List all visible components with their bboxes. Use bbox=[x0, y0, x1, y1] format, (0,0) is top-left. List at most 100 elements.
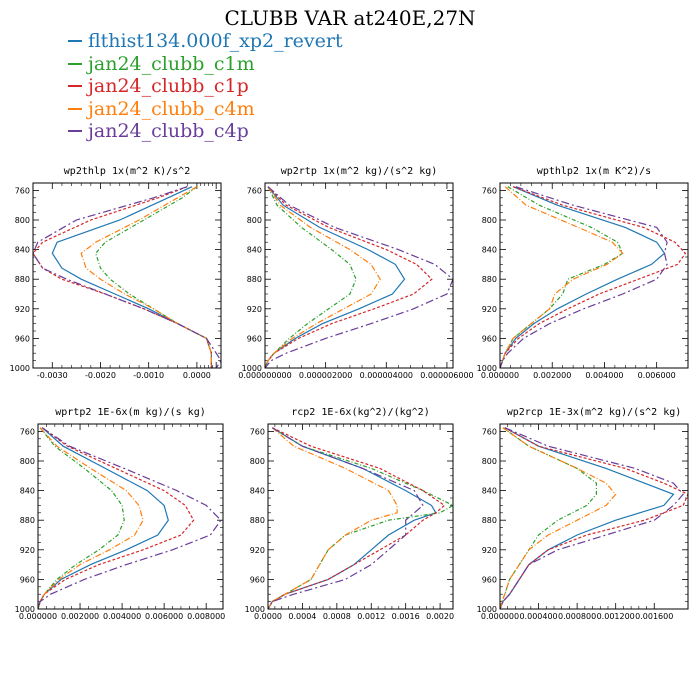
y-tick-label: 920 bbox=[20, 546, 35, 555]
legend-label: jan24_clubb_c1p bbox=[88, 75, 249, 98]
y-tick-label: 1000 bbox=[245, 605, 265, 614]
x-tick-label: 0.006000 bbox=[145, 612, 183, 621]
y-tick-label: 920 bbox=[247, 305, 262, 314]
y-tick-label: 880 bbox=[247, 275, 262, 284]
panel-title: wpthlp2 1x(m K^2)/s bbox=[537, 166, 651, 177]
x-tick-label: 0.0004 bbox=[288, 612, 316, 621]
y-tick-label: 760 bbox=[482, 186, 497, 195]
series-line bbox=[38, 427, 222, 609]
legend-swatch bbox=[68, 40, 82, 43]
series-line bbox=[268, 427, 453, 609]
x-tick-label: 0.001200 bbox=[597, 612, 635, 621]
legend-label: jan24_clubb_c4m bbox=[88, 97, 255, 120]
series-line bbox=[38, 427, 169, 609]
y-tick-label: 960 bbox=[482, 334, 497, 343]
x-tick-label: -0.0030 bbox=[37, 371, 68, 380]
plot-frame bbox=[499, 423, 689, 610]
x-tick-label: 0.000800 bbox=[558, 612, 596, 621]
x-tick-label: 0.0000 bbox=[183, 371, 211, 380]
panel-title: wp2thlp 1x(m^2 K)/s^2 bbox=[64, 166, 190, 177]
y-tick-label: 760 bbox=[247, 186, 262, 195]
legend-swatch bbox=[68, 85, 82, 88]
series-line bbox=[268, 427, 424, 609]
y-tick-label: 960 bbox=[20, 575, 35, 584]
x-tick-label: 0.000000 bbox=[481, 371, 519, 380]
series-line bbox=[500, 427, 617, 609]
series-line bbox=[500, 186, 624, 368]
y-tick-label: 960 bbox=[482, 575, 497, 584]
legend-label: flthist134.000f_xp2_revert bbox=[88, 30, 343, 53]
legend-entry: jan24_clubb_c1p bbox=[68, 75, 343, 98]
panel-title: wprtp2 1E-6x(m kg)/(s kg) bbox=[55, 407, 206, 418]
series-line bbox=[268, 427, 398, 609]
y-tick-label: 800 bbox=[250, 457, 265, 466]
y-tick-label: 840 bbox=[482, 246, 497, 255]
plot-frame bbox=[267, 423, 454, 610]
y-tick-label: 800 bbox=[482, 457, 497, 466]
y-tick-label: 1000 bbox=[477, 605, 497, 614]
series-line bbox=[265, 186, 381, 368]
series-line bbox=[265, 186, 406, 368]
x-tick-label: 0.002000 bbox=[61, 612, 99, 621]
y-tick-label: 800 bbox=[482, 216, 497, 225]
y-tick-label: 760 bbox=[20, 427, 35, 436]
plot-frame bbox=[264, 182, 454, 369]
series-line bbox=[95, 186, 212, 368]
chart-panel: rcp2 1E-6x(kg^2)/(kg^2) 760 800 840 880 920 96… bbox=[245, 407, 454, 621]
x-tick-label: 0.008000 bbox=[187, 612, 225, 621]
y-tick-label: 880 bbox=[250, 516, 265, 525]
y-tick-label: 1000 bbox=[477, 364, 497, 373]
chart-panel: wp2rtp 1x(m^2 kg)/(s^2 kg) 760 800 840 880 92… bbox=[238, 166, 473, 380]
x-tick-label: 0.0000 bbox=[254, 612, 282, 621]
y-tick-label: 920 bbox=[250, 546, 265, 555]
y-tick-label: 840 bbox=[482, 487, 497, 496]
series-line bbox=[500, 427, 688, 609]
y-tick-label: 1000 bbox=[10, 364, 30, 373]
series-line bbox=[38, 427, 144, 609]
legend-label: jan24_clubb_c4p bbox=[88, 120, 249, 143]
series-line bbox=[500, 427, 684, 609]
legend-label: jan24_clubb_c1m bbox=[88, 52, 255, 75]
x-tick-label: 0.0016 bbox=[392, 612, 420, 621]
series-line bbox=[265, 186, 433, 368]
legend-swatch bbox=[68, 107, 82, 110]
x-tick-label: 0.000004000 bbox=[360, 371, 413, 380]
series-line bbox=[265, 186, 357, 368]
legend-swatch bbox=[68, 130, 82, 133]
y-tick-label: 760 bbox=[250, 427, 265, 436]
y-tick-label: 960 bbox=[247, 334, 262, 343]
plot-frame bbox=[37, 423, 224, 610]
y-tick-label: 880 bbox=[482, 275, 497, 284]
x-tick-label: 0.004000 bbox=[103, 612, 141, 621]
y-tick-label: 1000 bbox=[242, 364, 262, 373]
y-tick-label: 920 bbox=[482, 546, 497, 555]
y-tick-label: 840 bbox=[20, 487, 35, 496]
x-tick-label: 0.000000000 bbox=[238, 371, 291, 380]
panel-title: rcp2 1E-6x(kg^2)/(kg^2) bbox=[291, 407, 429, 418]
series-line bbox=[500, 186, 624, 368]
series-line bbox=[500, 186, 687, 368]
legend-entry: jan24_clubb_c1m bbox=[68, 53, 343, 76]
series-line bbox=[500, 427, 675, 609]
series-line bbox=[51, 186, 212, 368]
series-line bbox=[33, 186, 212, 368]
chart-panel: wpthlp2 1x(m K^2)/s 760 800 840 880 920 960 100… bbox=[477, 166, 689, 380]
legend-entry: jan24_clubb_c4m bbox=[68, 98, 343, 121]
series-line bbox=[500, 186, 668, 368]
legend: flthist134.000f_xp2_revert jan24_clubb_c… bbox=[68, 30, 343, 143]
panel-title: wp2rtp 1x(m^2 kg)/(s^2 kg) bbox=[281, 166, 438, 177]
series-line bbox=[265, 186, 453, 368]
y-tick-label: 920 bbox=[15, 305, 30, 314]
y-tick-label: 880 bbox=[20, 516, 35, 525]
y-tick-label: 880 bbox=[482, 516, 497, 525]
x-tick-label: 0.0008 bbox=[323, 612, 351, 621]
y-tick-label: 840 bbox=[250, 487, 265, 496]
legend-entry: jan24_clubb_c4p bbox=[68, 120, 343, 143]
plot-frame bbox=[32, 182, 222, 369]
series-line bbox=[38, 427, 195, 609]
legend-entry: flthist134.000f_xp2_revert bbox=[68, 30, 343, 53]
y-tick-label: 800 bbox=[247, 216, 262, 225]
series-line bbox=[38, 427, 125, 609]
series-line bbox=[268, 427, 446, 609]
